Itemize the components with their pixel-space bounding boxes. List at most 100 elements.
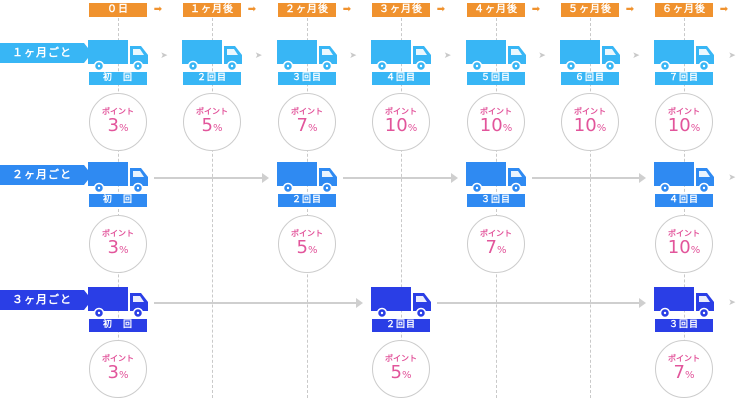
- delivery-count-label: ３回目: [278, 72, 336, 85]
- right-arrow-icon: ➡: [153, 4, 163, 15]
- points-number: 5: [201, 115, 213, 136]
- points-badge: ポイント 7%: [655, 340, 713, 398]
- points-number: 10: [573, 115, 597, 136]
- points-label: ポイント: [291, 229, 323, 238]
- row-label: ２ヶ月ごと: [0, 165, 92, 185]
- points-label: ポイント: [196, 107, 228, 116]
- points-value: 3%: [90, 115, 146, 140]
- truck-icon: [560, 38, 622, 72]
- points-value: 10%: [468, 115, 524, 140]
- points-label: ポイント: [102, 107, 134, 116]
- points-number: 7: [673, 362, 685, 383]
- points-number: 10: [667, 115, 691, 136]
- truck-icon: [277, 160, 339, 194]
- points-value: 3%: [90, 237, 146, 262]
- right-arrow-icon: ➤: [349, 51, 357, 61]
- points-label: ポイント: [291, 107, 323, 116]
- points-value: 10%: [656, 115, 712, 140]
- points-badge: ポイント 10%: [561, 93, 619, 151]
- truck-icon: [654, 285, 716, 319]
- delivery-count-label: ３回目: [655, 319, 713, 332]
- truck-icon: [371, 38, 433, 72]
- timeline-guide: [118, 18, 119, 398]
- points-value: 7%: [279, 115, 335, 140]
- percent-unit: %: [118, 245, 129, 256]
- right-arrow-icon: ➤: [254, 51, 263, 61]
- right-arrow-icon: ➤: [728, 298, 736, 308]
- timeline-guide: [212, 18, 213, 398]
- delivery-count-label: ７回目: [655, 72, 713, 85]
- timeline-guide: [401, 18, 402, 398]
- points-label: ポイント: [385, 107, 417, 116]
- timeline-guide: [590, 18, 591, 398]
- connector-arrow: [437, 298, 646, 308]
- points-badge: ポイント 3%: [89, 340, 147, 398]
- points-number: 10: [667, 237, 691, 258]
- right-arrow-icon: ➤: [443, 51, 452, 61]
- points-number: 3: [107, 237, 119, 258]
- right-arrow-icon: ➤: [728, 173, 736, 183]
- points-number: 3: [107, 115, 119, 136]
- points-value: 10%: [656, 237, 712, 262]
- delivery-count-label: 初 回: [89, 319, 147, 332]
- points-value: 10%: [373, 115, 429, 140]
- points-value: 5%: [184, 115, 240, 140]
- truck-icon: [654, 38, 716, 72]
- percent-unit: %: [496, 245, 507, 256]
- delivery-count-label: ２回目: [183, 72, 241, 85]
- connector-arrow: [154, 298, 363, 308]
- percent-unit: %: [690, 245, 701, 256]
- right-arrow-icon: ➤: [632, 51, 640, 61]
- connector-arrow: [154, 173, 269, 183]
- points-badge: ポイント 5%: [372, 340, 430, 398]
- points-label: ポイント: [668, 354, 700, 363]
- truck-icon: [371, 285, 433, 319]
- percent-unit: %: [307, 123, 318, 134]
- points-number: 5: [296, 237, 308, 258]
- points-number: 10: [384, 115, 408, 136]
- percent-unit: %: [307, 245, 318, 256]
- percent-unit: %: [596, 123, 607, 134]
- delivery-count-label: ６回目: [561, 72, 619, 85]
- points-value: 5%: [373, 362, 429, 387]
- percent-unit: %: [212, 123, 223, 134]
- truck-icon: [182, 38, 244, 72]
- points-label: ポイント: [574, 107, 606, 116]
- percent-unit: %: [401, 370, 412, 381]
- points-badge: ポイント 7%: [467, 215, 525, 273]
- right-arrow-icon: ➤: [538, 51, 546, 61]
- connector-arrow: [532, 173, 646, 183]
- right-arrow-icon: ➡: [625, 4, 635, 15]
- points-number: 5: [390, 362, 402, 383]
- timeline-label: ２ヶ月後: [278, 3, 336, 17]
- truck-icon: [466, 38, 528, 72]
- delivery-count-label: ４回目: [655, 194, 713, 207]
- timeline-guide: [496, 18, 497, 398]
- timeline-label: ４ヶ月後: [467, 3, 525, 17]
- points-badge: ポイント 5%: [183, 93, 241, 151]
- percent-unit: %: [118, 370, 129, 381]
- points-badge: ポイント 3%: [89, 215, 147, 273]
- right-arrow-icon: ➡: [436, 4, 446, 15]
- timeline-label: ３ヶ月後: [372, 3, 430, 17]
- points-number: 7: [296, 115, 308, 136]
- points-badge: ポイント 10%: [655, 215, 713, 273]
- points-label: ポイント: [102, 229, 134, 238]
- timeline-label: ６ヶ月後: [655, 3, 713, 17]
- percent-unit: %: [690, 123, 701, 134]
- right-arrow-icon: ➡: [719, 4, 729, 15]
- delivery-count-label: ２回目: [278, 194, 336, 207]
- delivery-count-label: ３回目: [467, 194, 525, 207]
- points-label: ポイント: [102, 354, 134, 363]
- points-label: ポイント: [480, 107, 512, 116]
- truck-icon: [466, 160, 528, 194]
- delivery-count-label: 初 回: [89, 72, 147, 85]
- right-arrow-icon: ➡: [247, 4, 257, 15]
- points-label: ポイント: [480, 229, 512, 238]
- right-arrow-icon: ➤: [160, 51, 168, 61]
- points-badge: ポイント 10%: [372, 93, 430, 151]
- right-arrow-icon: ➤: [728, 51, 736, 61]
- points-badge: ポイント 10%: [655, 93, 713, 151]
- timeline-label: ０日: [89, 3, 147, 17]
